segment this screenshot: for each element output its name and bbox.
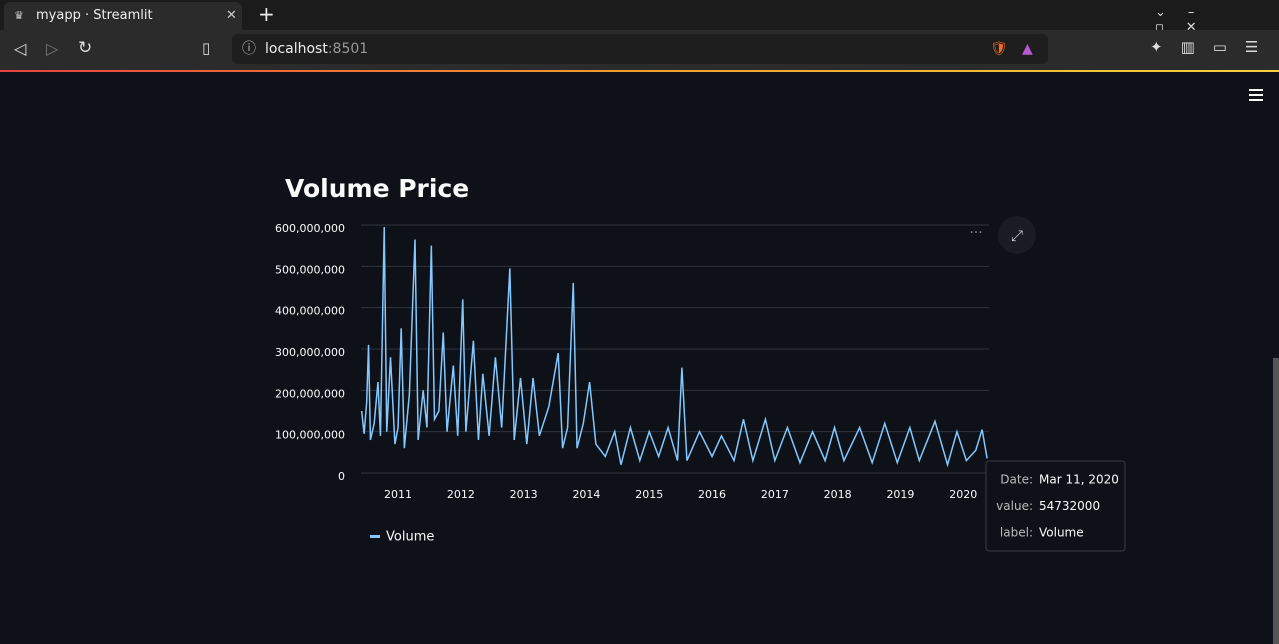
tab-title: myapp · Streamlit bbox=[36, 8, 153, 23]
tooltip-value: Mar 11, 2020 bbox=[1039, 473, 1119, 487]
line bbox=[360, 227, 988, 468]
legend-label[interactable]: Volume bbox=[386, 530, 434, 545]
x-tick-label: 2015 bbox=[635, 488, 663, 501]
loading-bar bbox=[0, 70, 1279, 72]
x-tick-label: 2018 bbox=[824, 488, 852, 501]
rewards[interactable]: ▲ bbox=[1022, 41, 1033, 57]
menu-icon[interactable] bbox=[1249, 89, 1263, 101]
legend-swatch bbox=[370, 535, 380, 538]
scrollbar[interactable] bbox=[1273, 358, 1279, 644]
tooltip-value: Volume bbox=[1039, 526, 1084, 540]
x-tick-label: 2016 bbox=[698, 488, 726, 501]
x-tick-label: 2020 bbox=[949, 488, 977, 501]
tooltip-value: 54732000 bbox=[1039, 499, 1100, 513]
x-tick-label: 2017 bbox=[761, 488, 789, 501]
y-tick-label: 200,000,000 bbox=[275, 387, 345, 400]
url: localhost:8501 bbox=[265, 34, 368, 64]
fullscreen-icon: ⤢ bbox=[1011, 227, 1024, 245]
url-host: localhost bbox=[265, 41, 328, 57]
favicon: ♛ bbox=[14, 9, 24, 22]
extensions[interactable]: ✦▥▭☰ bbox=[1150, 38, 1277, 56]
y-tick-label: 600,000,000 bbox=[275, 222, 345, 235]
tooltip-key: value: bbox=[996, 499, 1033, 513]
new-tab[interactable]: + bbox=[258, 2, 275, 26]
x-tick-label: 2013 bbox=[510, 488, 538, 501]
y-tick-label: 500,000,000 bbox=[275, 263, 345, 276]
y-tick-label: 100,000,000 bbox=[275, 429, 345, 442]
bookmark[interactable]: ▯ bbox=[202, 39, 211, 57]
chart-title: Volume Price bbox=[285, 174, 469, 203]
tooltip-key: label: bbox=[1000, 526, 1033, 540]
address-bar[interactable]: ⓘ localhost:8501 🛡 ▲ bbox=[232, 34, 1048, 64]
x-tick-label: 2014 bbox=[572, 488, 600, 501]
info-icon: ⓘ bbox=[242, 41, 256, 57]
x-tick-label: 2011 bbox=[384, 488, 412, 501]
close-tab[interactable]: ✕ bbox=[226, 8, 237, 23]
reload[interactable]: ↻ bbox=[78, 38, 93, 58]
back[interactable]: ◁ bbox=[14, 39, 27, 58]
more-button[interactable]: ··· bbox=[969, 225, 982, 241]
tab-strip: ♛ myapp · Streamlit ✕ + ⌄–▫✕ bbox=[0, 0, 1279, 35]
fullscreen-button[interactable] bbox=[998, 216, 1036, 254]
y-tick-label: 0 bbox=[338, 470, 345, 483]
tooltip-key: Date: bbox=[1000, 473, 1033, 487]
x-tick-label: 2019 bbox=[886, 488, 914, 501]
tab[interactable]: ♛ myapp · Streamlit ✕ bbox=[4, 2, 242, 30]
toolbar: ◁ ▷ ↻ ▯ ⓘ localhost:8501 🛡 ▲ ✦▥▭☰ bbox=[0, 30, 1279, 70]
brave-shield[interactable]: 🛡 bbox=[990, 41, 1008, 57]
y-tick-label: 400,000,000 bbox=[275, 305, 345, 318]
y-tick-label: 300,000,000 bbox=[275, 346, 345, 359]
forward[interactable]: ▷ bbox=[46, 39, 59, 58]
x-tick-label: 2012 bbox=[447, 488, 475, 501]
tooltip bbox=[985, 460, 1126, 552]
url-port: :8501 bbox=[327, 41, 369, 57]
